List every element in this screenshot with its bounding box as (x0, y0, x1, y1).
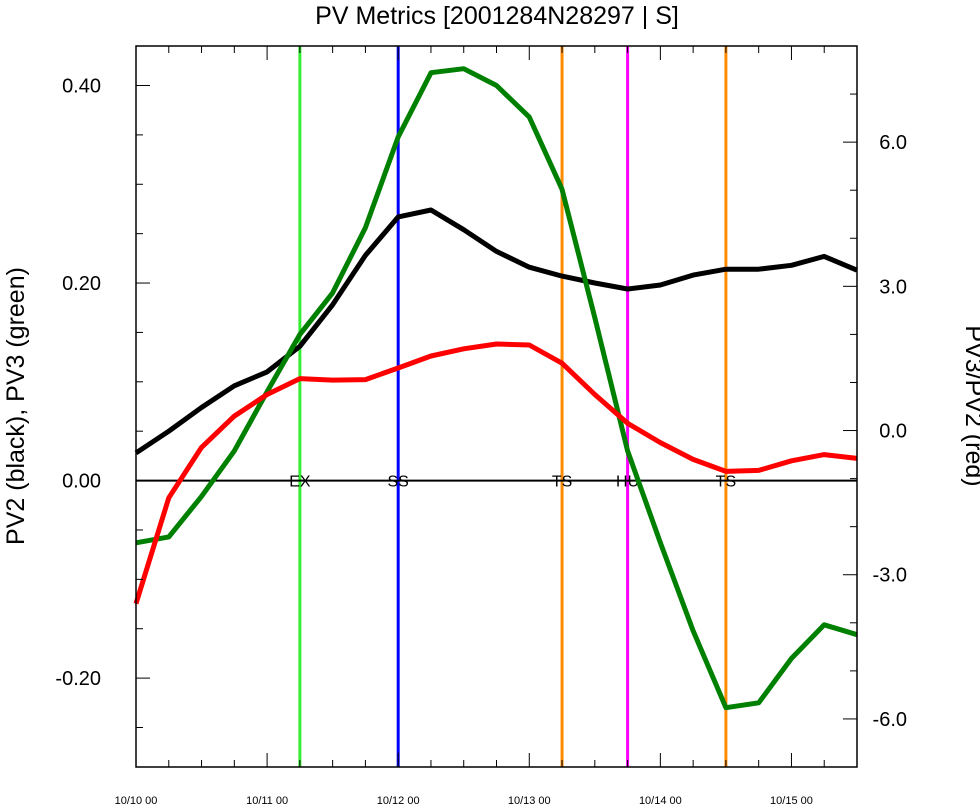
event-label-hu: HU (616, 474, 639, 491)
series-line-0 (134, 207, 858, 455)
y-left-tick-label: -0.20 (55, 668, 101, 690)
y-left-tick-label: 0.00 (62, 471, 101, 493)
y-right-tick-label: 3.0 (879, 276, 907, 298)
y-axis-right-label: PV3/PV2 (red) (960, 325, 980, 486)
plot-frame (135, 45, 858, 768)
y-axis-left-label: PV2 (black), PV3 (green) (2, 267, 30, 545)
event-label-ex: EX (289, 474, 311, 491)
event-label-ss: SS (388, 474, 409, 491)
series-line-1 (135, 66, 858, 711)
y-right-tick-label: 6.0 (879, 132, 907, 154)
x-tick-label: 10/14 00 (639, 795, 682, 805)
y-right-tick-label: 0.0 (879, 421, 907, 443)
x-tick-label: 10/11 00 (246, 795, 288, 805)
chart-title: PV Metrics [2001284N28297 | S] (315, 2, 679, 30)
x-tick-label: 10/10 00 (115, 795, 158, 805)
x-tick-label: 10/15 00 (770, 795, 813, 805)
x-tick-label: 10/13 00 (508, 795, 551, 805)
y-left-tick-label: 0.40 (62, 76, 101, 98)
plot-area: EX SS TS HU TS 10/10 00 10/11 00 10/12 00 10/13 … (55, 45, 907, 805)
series-line-2 (133, 341, 858, 605)
x-tick-label: 10/12 00 (377, 795, 420, 805)
y-left-tick-label: 0.20 (62, 273, 101, 295)
y-right-tick-label: -6.0 (873, 709, 907, 731)
event-label-ts: TS (552, 474, 572, 491)
y-right-tick-label: -3.0 (873, 565, 907, 587)
event-label-ts: TS (716, 474, 736, 491)
